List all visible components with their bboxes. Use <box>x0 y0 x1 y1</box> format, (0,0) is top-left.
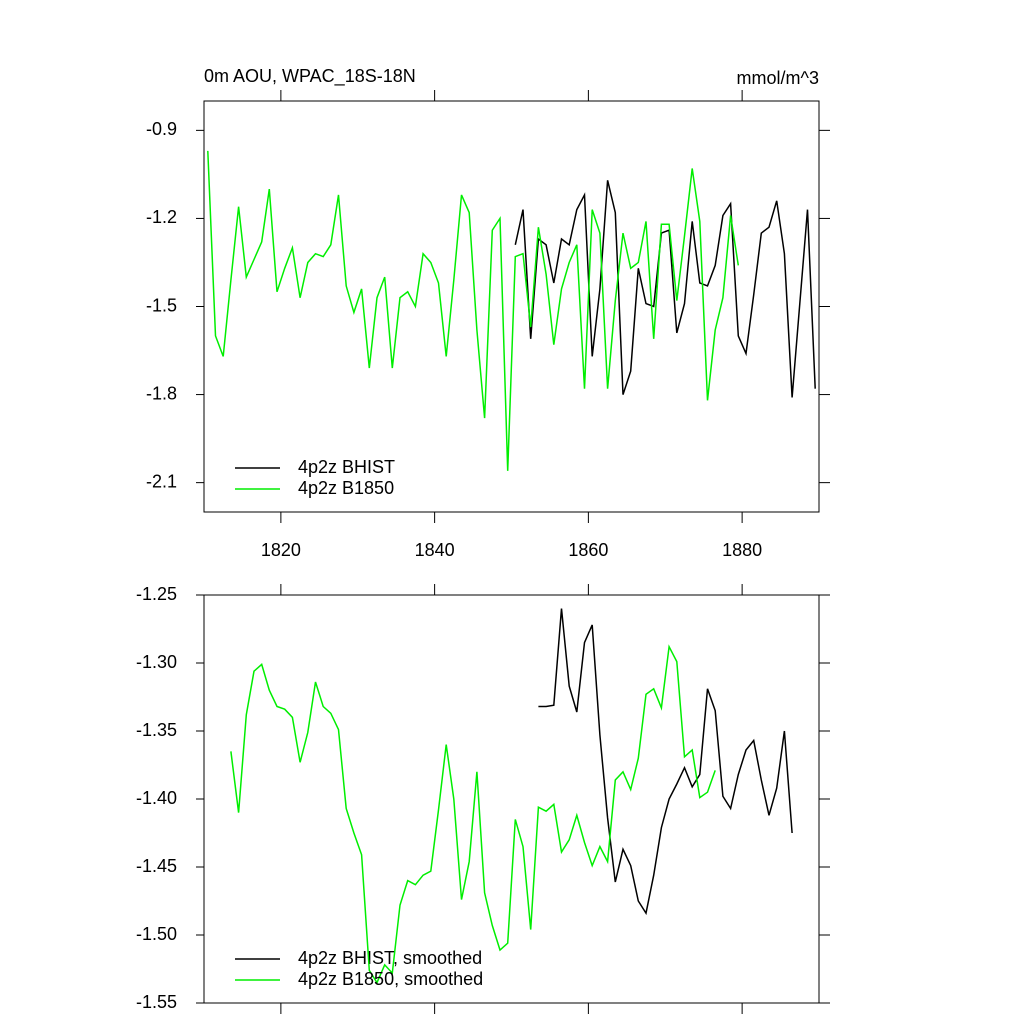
y-tick-label: -1.30 <box>136 652 177 672</box>
chart-title: 0m AOU, WPAC_18S-18N <box>204 66 416 87</box>
series-line <box>230 644 716 985</box>
x-tick-label: 1880 <box>722 540 762 560</box>
y-tick-label: -1.8 <box>146 383 177 403</box>
y-tick-label: -1.50 <box>136 924 177 944</box>
units-label: mmol/m^3 <box>737 68 819 88</box>
x-tick-label: 1860 <box>568 540 608 560</box>
series-line <box>538 608 793 916</box>
x-tick-label: 1820 <box>261 540 301 560</box>
plot-frame <box>203 594 820 1004</box>
series-line <box>514 180 816 398</box>
legend-label: 4p2z B1850, smoothed <box>298 969 483 989</box>
legend-label: 4p2z B1850 <box>298 478 394 498</box>
legend-label: 4p2z BHIST, smoothed <box>298 948 482 968</box>
legend-label: 4p2z BHIST <box>298 457 395 477</box>
series-line <box>207 150 740 471</box>
y-tick-label: -1.45 <box>136 856 177 876</box>
y-tick-label: -0.9 <box>146 119 177 139</box>
y-tick-label: -1.40 <box>136 788 177 808</box>
y-tick-label: -1.55 <box>136 992 177 1012</box>
y-tick-label: -1.25 <box>136 584 177 604</box>
y-tick-label: -2.1 <box>146 471 177 491</box>
x-tick-label: 1840 <box>415 540 455 560</box>
y-tick-label: -1.2 <box>146 207 177 227</box>
y-tick-label: -1.5 <box>146 295 177 315</box>
y-tick-label: -1.35 <box>136 720 177 740</box>
plot-frame <box>203 100 820 513</box>
